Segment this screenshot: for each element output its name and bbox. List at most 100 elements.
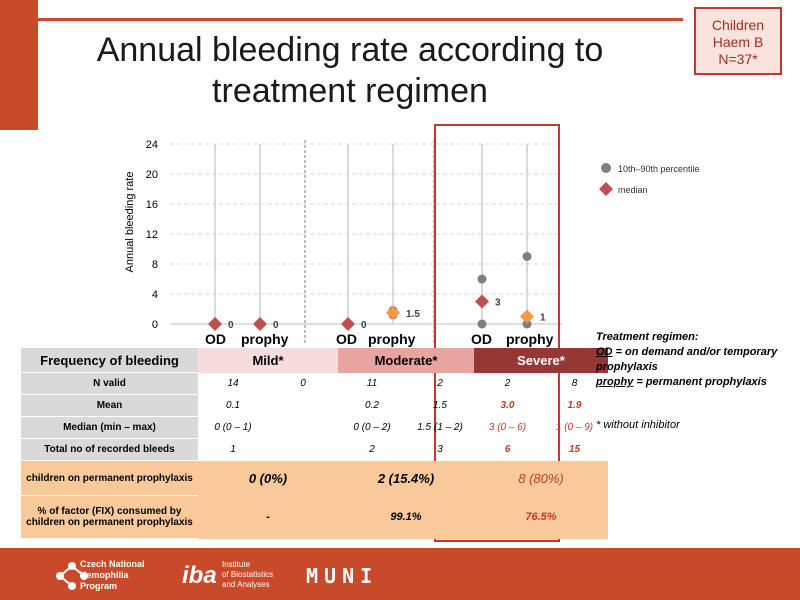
- cnhp-logo-text: Czech National Hemophilia Program: [80, 559, 145, 592]
- percentile-90-point: [477, 274, 487, 284]
- table-row: children on permanent prophylaxis 0 (0%)…: [21, 460, 608, 496]
- cnhp-line-3: Program: [80, 581, 118, 591]
- cell: 1: [230, 444, 236, 455]
- table-row: Mean 0.1 0.2 1.5 3.0 1.9: [21, 394, 608, 417]
- median-data-label: 3: [495, 298, 501, 309]
- table-row: % of factor (FIX) consumed by children o…: [21, 495, 608, 539]
- cell: 2 (15.4%): [338, 460, 474, 496]
- iba-line-3: and Analyses: [222, 580, 270, 589]
- row-label: N valid: [21, 372, 198, 395]
- header-label: Frequency of bleeding: [21, 348, 198, 373]
- cell: 8 (80%): [474, 460, 608, 496]
- cell: 0 (0 – 2): [353, 422, 391, 433]
- y-axis-label: Annual bleeding rate: [124, 172, 136, 273]
- table-row: N valid 14 0 11 2 2 8: [21, 372, 608, 395]
- y-tick-label: 24: [146, 139, 158, 151]
- notes-heading: Treatment regimen:: [596, 331, 699, 343]
- cat-label-mild-od: OD: [205, 331, 226, 347]
- median-data-label: 0: [228, 320, 234, 331]
- table-header-row: Frequency of bleeding Mild* Moderate* Se…: [21, 348, 608, 373]
- row-label: Mean: [21, 394, 198, 417]
- y-tick-label: 20: [146, 169, 158, 181]
- cell: 6: [504, 444, 511, 455]
- cell: 2: [369, 444, 375, 455]
- bleeding-stats-table: Frequency of bleeding Mild* Moderate* Se…: [21, 348, 608, 539]
- median-point: [341, 317, 355, 331]
- median-point: [253, 317, 267, 331]
- severe-highlight-box: [434, 124, 560, 542]
- table-row: Total no of recorded bleeds 1 2 3 6 15: [21, 438, 608, 461]
- median-data-label: 0: [361, 320, 367, 331]
- cell: 0 (0%): [198, 460, 338, 496]
- y-tick-label: 8: [152, 259, 158, 271]
- header-mild: Mild*: [198, 348, 338, 373]
- legend-percentile-marker: [601, 163, 611, 173]
- cohort-badge: Children Haem B N=37*: [694, 7, 782, 75]
- percentile-10-point: [522, 319, 532, 329]
- muni-logo: MUNI: [306, 564, 379, 588]
- y-tick-label: 0: [152, 319, 158, 331]
- notes-od: OD = on demand and/or temporary prophyla…: [596, 345, 796, 375]
- iba-logo: iba: [182, 562, 217, 589]
- regimen-notes: Treatment regimen: OD = on demand and/or…: [596, 330, 796, 390]
- cell: [268, 395, 338, 417]
- cell: 3 (0 – 6): [488, 422, 527, 433]
- badge-line-2: Haem B: [712, 34, 764, 50]
- cell: [268, 439, 338, 461]
- iba-line-2: of Biostatistics: [222, 570, 274, 579]
- cell: 0.1: [226, 400, 240, 411]
- cat-label-moderate-od: OD: [336, 331, 357, 347]
- row-label: % of factor (FIX) consumed by children o…: [21, 495, 198, 539]
- cell: 1.5 (1 – 2): [417, 422, 463, 433]
- y-tick-label: 16: [146, 199, 158, 211]
- prophy-term: prophy: [596, 376, 634, 388]
- cell: 99.1%: [338, 495, 474, 539]
- cat-label-moderate-prophy: prophy: [368, 331, 416, 347]
- percentile-90-point: [522, 252, 532, 261]
- cell: 15: [568, 444, 581, 455]
- header-severe: Severe*: [474, 348, 608, 373]
- cell: 2: [437, 378, 443, 389]
- median-point: [520, 309, 534, 324]
- title-rule: [38, 18, 683, 21]
- median-data-label: 1: [540, 313, 546, 324]
- cell: 1.5: [433, 400, 447, 411]
- cell: 3.0: [500, 400, 515, 411]
- corner-accent: [0, 0, 38, 130]
- iba-line-1: Institute: [222, 560, 251, 569]
- cell: 1.9: [567, 400, 582, 411]
- cat-label-severe-od: OD: [471, 331, 492, 347]
- legend-median-marker: [599, 182, 613, 196]
- legend-label-median: median: [618, 185, 648, 195]
- cnhp-line-2: Hemophilia: [80, 570, 129, 580]
- footer-bar: Czech National Hemophilia Program iba In…: [0, 548, 800, 600]
- cell: 2: [504, 378, 511, 389]
- legend-label-percentile: 10th–90th percentile: [618, 164, 700, 174]
- iba-logo-text: Institute of Biostatistics and Analyses: [222, 560, 273, 590]
- table-row: Median (min – max) 0 (0 – 1) 0 (0 – 2) 1…: [21, 416, 608, 439]
- od-definition: = on demand and/or temporary prophylaxis: [596, 346, 778, 373]
- cell: 8: [571, 378, 578, 389]
- cell: 0: [300, 378, 306, 389]
- cat-label-severe-prophy: prophy: [506, 331, 554, 347]
- badge-line-3: N=37*: [718, 51, 758, 67]
- cnhp-line-1: Czech National: [80, 559, 145, 569]
- cell: 76.5%: [474, 495, 608, 539]
- row-label: children on permanent prophylaxis: [21, 460, 198, 496]
- median-point: [208, 317, 222, 331]
- y-tick-label: 12: [146, 229, 158, 241]
- cell: [268, 417, 338, 439]
- cell: 11: [366, 378, 378, 389]
- median-point: [386, 305, 400, 320]
- cell: 3: [437, 444, 443, 455]
- footnote: * without inhibitor: [596, 419, 680, 431]
- od-term: OD: [596, 346, 613, 358]
- cell: 0.2: [365, 400, 379, 411]
- y-tick-label: 4: [152, 289, 158, 301]
- cat-label-mild-prophy: prophy: [241, 331, 289, 347]
- slide-title: Annual bleeding rate according to treatm…: [96, 31, 604, 110]
- row-label: Total no of recorded bleeds: [21, 438, 198, 461]
- prophy-definition: = permanent prophylaxis: [633, 376, 767, 388]
- median-data-label: 1.5: [406, 309, 420, 320]
